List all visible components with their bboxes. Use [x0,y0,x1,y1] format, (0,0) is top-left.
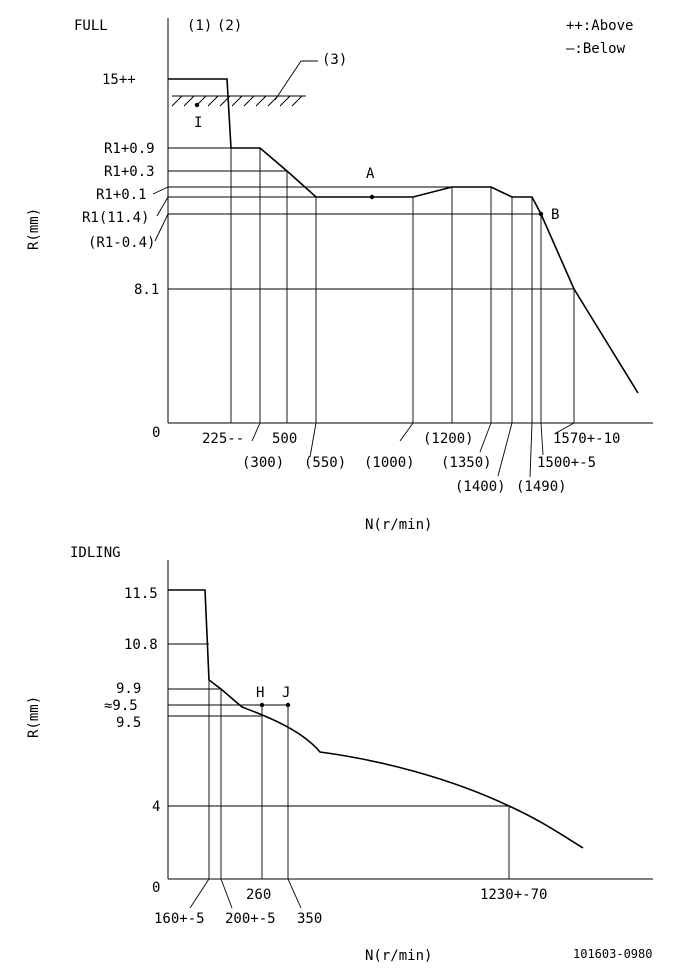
full-leader-r1p01 [152,186,169,195]
idling-point-h-dot [259,702,265,708]
full-y-label-15: 15++ [102,72,136,88]
idling-x-label-200: 200+-5 [225,911,276,927]
full-y-label-r1m04: (R1-0.4) [88,235,155,251]
idling-leader-n160 [189,878,210,909]
full-x-label-1500: 1500+-5 [537,455,596,471]
idling-y-label-9-5-approx: ≈9.5 [104,698,138,714]
idling-y-label-9-5: 9.5 [116,715,141,731]
full-leader-n550 [309,422,317,458]
full-y-label-zero: 0 [152,425,160,441]
idling-chart: IDLING H J 11.5 10.8 9.9 ≈9.5 9.5 4 0 R(… [26,545,653,964]
full-x-label-1400: (1400) [455,479,506,495]
full-title: FULL [74,18,108,34]
full-characteristic-curve [168,78,639,394]
idling-x-label-1230: 1230+-70 [480,887,547,903]
idling-characteristic-curve [168,589,584,849]
idling-leader-n350 [287,878,302,909]
idling-y-label-9-9: 9.9 [116,681,141,697]
legend-above: ++:Above [566,18,633,34]
full-point-b-dot [538,211,544,217]
full-leader-n1490 [529,422,533,478]
full-y-axis-label: R(mm) [26,208,42,250]
full-y-label-r1p01: R1+0.1 [96,187,147,203]
full-x-label-300: (300) [242,455,284,471]
full-x-label-1200: (1200) [423,431,474,447]
full-marker-2: (2) [217,18,242,34]
full-y-label-r1p03: R1+0.3 [104,164,155,180]
full-x-label-1000: (1000) [364,455,415,471]
full-marker-1: (1) [187,18,212,34]
full-leader-n1570 [555,422,575,434]
idling-x-label-350: 350 [297,911,322,927]
full-x-label-1570: 1570+-10 [553,431,620,447]
full-point-i-dot [194,102,200,108]
document-id: 101603-0980 [573,947,652,961]
full-leader-n1000 [399,422,414,442]
full-x-label-1350: (1350) [441,455,492,471]
idling-point-h-label: H [256,685,264,701]
full-y-label-r1: R1(11.4) [82,210,149,226]
idling-y-label-11-5: 11.5 [124,586,158,602]
idling-leader-n200 [220,878,233,909]
full-x-label-550: (550) [304,455,346,471]
idling-point-j-dot [285,702,291,708]
full-chart: FULL (1) (2) (3) I [26,18,653,533]
full-marker-3: (3) [322,52,347,68]
idling-y-label-zero: 0 [152,880,160,896]
full-y-label-r1p09: R1+0.9 [104,141,155,157]
idling-y-axis-label: R(mm) [26,696,42,738]
idling-x-axis-label: N(r/min) [365,948,432,964]
full-leader-n1500 [540,422,544,456]
idling-y-label-4: 4 [152,799,160,815]
idling-point-j-label: J [282,685,290,701]
full-point-a-label: A [366,166,375,182]
idling-x-label-260: 260 [246,887,271,903]
full-point-a-dot [369,194,375,200]
full-stop-limit-hatch [171,95,303,107]
full-x-label-1490: (1490) [516,479,567,495]
legend-below: —:Below [566,41,626,57]
full-x-label-225: 225-- [202,431,244,447]
idling-y-label-10-8: 10.8 [124,637,158,653]
full-leader-r1 [156,196,169,217]
full-leader-n1350 [479,422,492,453]
full-marker-3-leader [274,60,302,101]
full-point-b-label: B [551,207,559,223]
full-x-axis-label: N(r/min) [365,517,432,533]
full-leader-n1400 [497,422,513,477]
full-point-i-label: I [194,115,202,131]
full-leader-r1m04 [154,213,169,242]
full-leader-n300 [251,422,261,442]
idling-title: IDLING [70,545,121,561]
full-y-label-8-1: 8.1 [134,282,159,298]
idling-x-label-160: 160+-5 [154,911,205,927]
full-x-label-500: 500 [272,431,297,447]
